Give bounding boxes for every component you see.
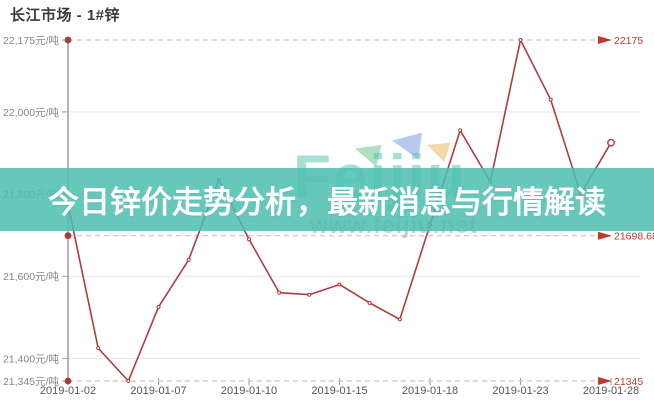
reference-dot-min: [64, 377, 72, 385]
data-point-marker: [307, 292, 312, 297]
reference-arrow-average: [598, 231, 612, 240]
data-point-marker: [186, 257, 191, 262]
reference-arrow-min: [598, 377, 612, 385]
reference-dot-average: [64, 232, 72, 240]
reference-label-min: 21345: [614, 376, 643, 388]
data-point-marker: [548, 97, 553, 102]
data-point-marker: [277, 290, 282, 295]
y-axis-label: 21,345元/吨: [3, 375, 60, 388]
y-axis-label: 21,400元/吨: [3, 352, 60, 365]
chart-title: 长江市场 - 1#锌: [10, 7, 121, 24]
x-axis-label: 2019-01-18: [402, 385, 458, 397]
data-point-marker: [337, 282, 342, 287]
y-axis-label: 22,175元/吨: [3, 34, 60, 47]
data-point-marker: [607, 138, 615, 147]
data-point-marker: [96, 346, 101, 351]
headline-banner: 今日锌价走势分析，最新消息与行情解读: [0, 168, 654, 231]
reference-arrow-max: [598, 36, 612, 44]
data-point-marker: [458, 128, 463, 133]
y-axis-label: 22,000元/吨: [3, 106, 60, 119]
data-point-marker: [156, 305, 161, 310]
data-point-marker: [397, 317, 402, 322]
data-point-marker: [518, 38, 523, 42]
data-point-marker: [247, 237, 251, 242]
data-point-marker: [126, 379, 131, 383]
x-axis-label: 2019-01-07: [130, 385, 186, 397]
reference-label-average: 21698.68: [614, 231, 654, 243]
reference-label-max: 22175: [614, 35, 643, 47]
x-axis-label: 2019-01-10: [221, 385, 277, 397]
x-axis-label: 2019-01-28: [583, 385, 639, 397]
data-point-marker: [367, 300, 372, 305]
reference-dot-max: [64, 36, 72, 44]
y-axis-label: 21,600元/吨: [3, 270, 60, 283]
x-axis-label: 2019-01-15: [311, 385, 367, 397]
headline-text: 今日锌价走势分析，最新消息与行情解读: [48, 185, 606, 220]
x-axis-label: 2019-01-02: [40, 385, 96, 397]
x-axis-label: 2019-01-23: [492, 385, 548, 397]
